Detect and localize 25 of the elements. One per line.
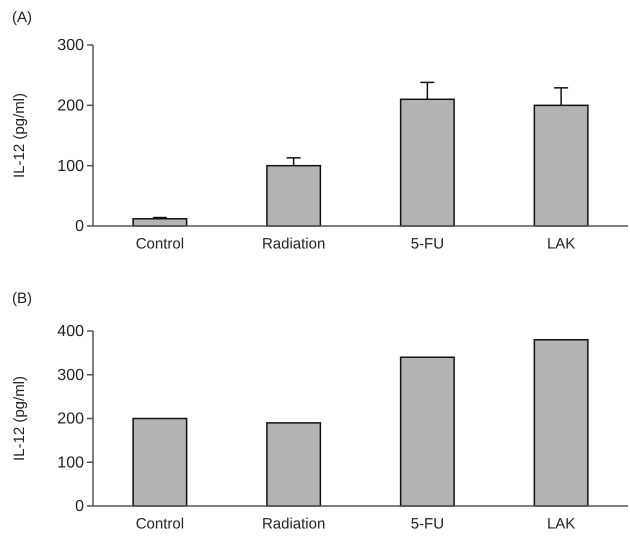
x-tick-label: LAK <box>546 516 576 533</box>
x-tick-label: Control <box>136 516 184 533</box>
y-axis-title: IL-12 (pg/ml) <box>11 92 28 178</box>
bar <box>266 422 322 507</box>
y-tick-label: 200 <box>57 97 84 114</box>
x-tick-label: Radiation <box>262 516 326 533</box>
y-tick-label: 300 <box>57 37 84 54</box>
y-axis-title: IL-12 (pg/ml) <box>11 376 28 462</box>
y-tick-label: 300 <box>57 366 84 384</box>
x-tick-label: Control <box>136 236 184 253</box>
bar <box>132 418 188 507</box>
y-tick-label: 400 <box>57 323 84 340</box>
bar <box>400 356 455 507</box>
x-tick-label: 5-FU <box>410 236 444 253</box>
chart-title: (B) <box>12 290 32 307</box>
y-tick-label: 200 <box>57 410 84 428</box>
x-tick-label: Radiation <box>262 236 326 253</box>
y-tick-label: 0 <box>75 218 84 236</box>
y-tick-label: 0 <box>75 498 84 516</box>
y-tick-label: 100 <box>57 158 84 175</box>
x-tick-label: 5-FU <box>410 516 444 533</box>
chart-title: (A) <box>12 9 32 26</box>
y-tick-label: 100 <box>57 454 84 472</box>
x-tick-label: LAK <box>546 236 576 253</box>
bar <box>534 339 589 507</box>
